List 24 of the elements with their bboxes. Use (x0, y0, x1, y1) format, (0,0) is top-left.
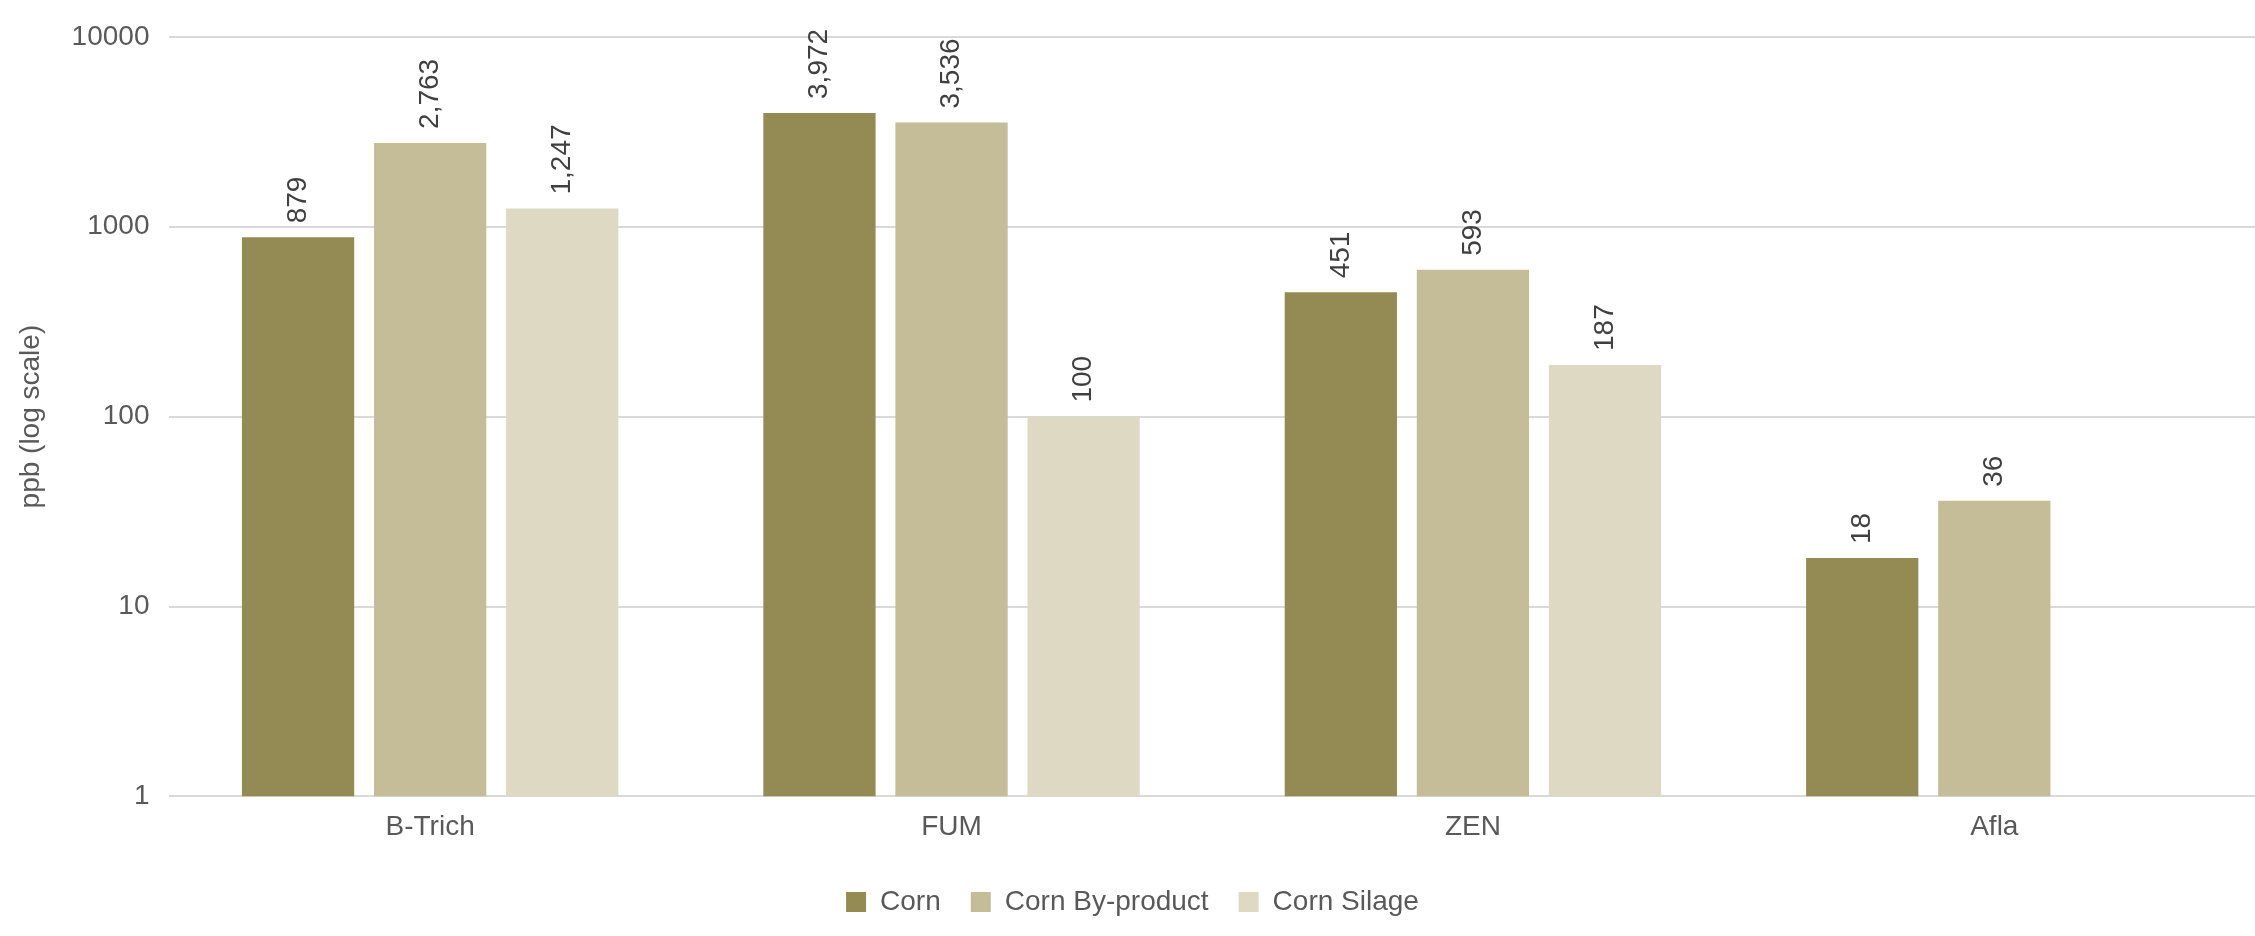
data-label: 2,763 (412, 58, 444, 129)
data-label: 187 (1587, 304, 1619, 351)
x-tick-label: Afla (1970, 809, 2019, 841)
y-tick-label: 10 (118, 589, 150, 621)
data-label: 1,247 (544, 124, 576, 195)
data-label: 593 (1455, 209, 1487, 256)
legend-label: Corn (880, 884, 941, 916)
data-label: 18 (1844, 512, 1876, 545)
data-label: 879 (280, 176, 312, 224)
y-tick-label: 10000 (71, 19, 150, 51)
x-tick-label: FUM (921, 809, 982, 841)
y-tick-label: 100 (102, 399, 150, 431)
y-axis-title: ppb (log scale) (13, 324, 45, 509)
data-label: 451 (1323, 231, 1355, 279)
data-label: 3,972 (802, 28, 834, 99)
data-label: 3,536 (934, 38, 966, 109)
x-tick-label: B-Trich (385, 809, 475, 841)
x-tick-label: ZEN (1444, 809, 1501, 841)
legend-label: Corn Silage (1272, 884, 1419, 916)
data-label: 36 (1977, 455, 2009, 487)
y-tick-label: 1000 (87, 209, 150, 241)
data-label: 100 (1066, 355, 1098, 403)
y-tick-label: 1 (133, 779, 150, 811)
legend-label: Corn By-product (1004, 884, 1209, 916)
